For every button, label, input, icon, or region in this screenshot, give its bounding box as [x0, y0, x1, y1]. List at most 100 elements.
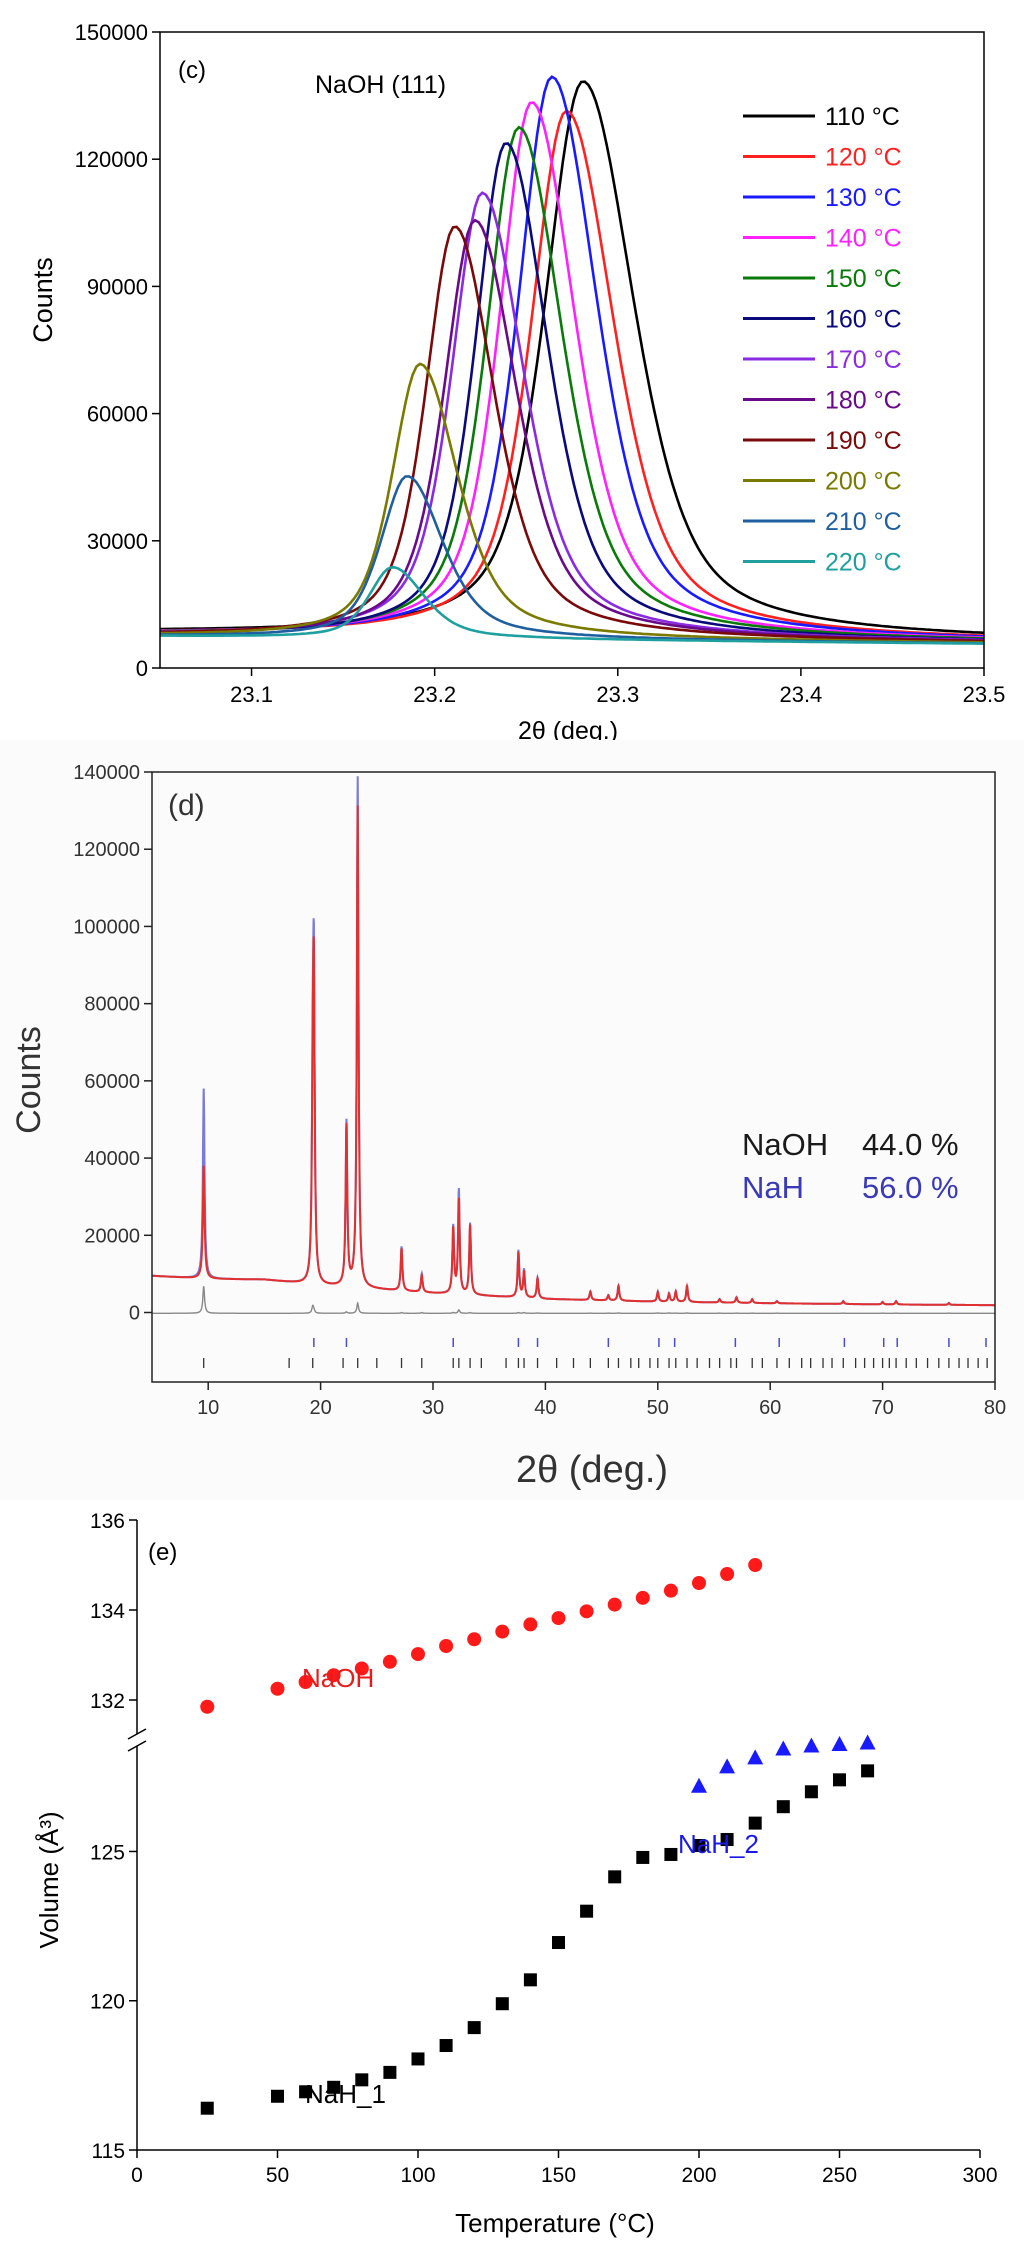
- e-point-naoh: [523, 1617, 538, 1632]
- e-point-nah-2: [691, 1777, 707, 1793]
- c-legend: 110 °C 120 °C 130 °C 140 °C 150 °C 160 °C 170 …: [743, 103, 902, 577]
- panel-d: 10 20 30 40 50 60 70 80 0 20000 40000 60000 80000 100…: [0, 740, 1024, 1500]
- e-series-label-nah-1: NaH_1: [305, 2079, 386, 2109]
- e-y-tick-label-upper: 136: [90, 1510, 125, 1533]
- e-point-naoh: [439, 1639, 454, 1653]
- c-axes-group: 23.1 23.2 23.3 23.4 23.5 0 30000 60000 90000 1200…: [75, 20, 1006, 707]
- e-point-nah-1: [200, 2101, 214, 2115]
- e-point-nah-2: [775, 1740, 792, 1756]
- e-point-nah-1: [776, 1800, 790, 1814]
- c-plot-frame: [159, 31, 985, 669]
- e-point-nah-1: [383, 2065, 397, 2079]
- e-point-naoh: [720, 1567, 735, 1581]
- e-y-tick-label-lower: 115: [92, 2140, 125, 2163]
- e-axes-group: 0 50 100 150 200 250 300 132 134 136 115 120 125: [90, 1510, 998, 2187]
- c-y-axis-label: Counts: [28, 257, 58, 343]
- e-point-naoh: [270, 1681, 285, 1696]
- e-point-nah-1: [271, 2089, 284, 2103]
- e-points-group: [200, 1558, 876, 2115]
- e-point-nah-1: [580, 1904, 594, 1918]
- c-legend-label-160: 160 °C: [825, 306, 902, 334]
- e-series-label-nah-2: NaH_2: [678, 1829, 759, 1859]
- e-point-nah-1: [552, 1936, 565, 1950]
- c-x-axis-label: 2θ (deg.): [518, 717, 618, 740]
- d-y-tick-label: 120000: [73, 839, 140, 861]
- e-point-naoh: [607, 1597, 622, 1612]
- d-y-tick-label: 80000: [84, 994, 140, 1016]
- d-y-tick-label: 0: [129, 1303, 140, 1325]
- e-point-naoh: [692, 1576, 706, 1590]
- e-point-nah-1: [804, 1785, 818, 1799]
- c-x-tick-label: 23.5: [963, 682, 1006, 707]
- d-difference-line: [152, 1286, 995, 1314]
- c-x-tick-label: 23.1: [230, 682, 273, 707]
- d-legend-nah-value: 56.0 %: [862, 1170, 959, 1205]
- e-y-axis-label: Volume (Å³): [34, 1811, 64, 1948]
- d-x-tick-label: 40: [534, 1397, 556, 1419]
- c-legend-label-120: 120 °C: [825, 144, 902, 172]
- e-point-naoh: [326, 1668, 341, 1683]
- d-panel-label: (d): [168, 789, 205, 822]
- c-peak-annotation: NaOH (111): [315, 71, 446, 99]
- c-y-tick-label: 30000: [87, 529, 148, 554]
- c-y-tick-label: 0: [136, 656, 148, 681]
- c-legend-label-110: 110 °C: [825, 103, 900, 131]
- d-y-axis-label: Counts: [10, 1026, 48, 1134]
- c-legend-label-130: 130 °C: [825, 184, 902, 212]
- c-x-tick-label: 23.4: [779, 682, 822, 707]
- c-series-220-line: [160, 565, 985, 645]
- c-y-tick-label: 150000: [75, 20, 148, 45]
- e-point-nah-1: [327, 2080, 341, 2094]
- c-legend-label-190: 190 °C: [825, 427, 902, 455]
- e-point-nah-1: [748, 1816, 762, 1830]
- e-y-tick-label-upper: 134: [90, 1600, 125, 1623]
- d-y-tick-label: 140000: [73, 762, 140, 784]
- d-x-tick-label: 80: [984, 1397, 1006, 1419]
- panel-e: 0 50 100 150 200 250 300 132 134 136 115 120 125 (e)…: [0, 1500, 1024, 2242]
- e-x-axis-label: Temperature (°C): [455, 2208, 655, 2238]
- c-x-tick-label: 23.2: [413, 682, 456, 707]
- e-point-nah-1: [833, 1773, 846, 1787]
- e-point-naoh: [200, 1699, 215, 1714]
- d-x-tick-label: 30: [422, 1397, 444, 1419]
- panel-c: 23.1 23.2 23.3 23.4 23.5 0 30000 60000 90000 1200…: [0, 0, 1024, 740]
- c-y-tick-label: 60000: [87, 402, 148, 427]
- e-point-nah-1: [720, 1833, 734, 1847]
- e-x-tick-label: 200: [681, 2164, 716, 2187]
- e-x-tick-label: 100: [400, 2164, 435, 2187]
- e-point-naoh: [635, 1590, 650, 1605]
- e-point-nah-2: [859, 1734, 876, 1750]
- c-legend-label-170: 170 °C: [825, 346, 902, 374]
- e-point-naoh: [298, 1675, 313, 1689]
- d-legend-nah-phase: NaH: [742, 1170, 804, 1205]
- d-phase-legend: NaOH 44.0 % NaH 56.0 %: [742, 1127, 959, 1205]
- e-x-tick-label: 0: [131, 2164, 143, 2187]
- c-x-tick-label: 23.3: [596, 682, 639, 707]
- chart-c: 23.1 23.2 23.3 23.4 23.5 0 30000 60000 90000 1200…: [28, 20, 1006, 740]
- c-legend-label-150: 150 °C: [825, 265, 902, 293]
- e-y-tick-label-upper: 132: [90, 1690, 125, 1713]
- e-point-nah-2: [803, 1737, 820, 1753]
- c-panel-label: (c): [178, 57, 206, 84]
- d-y-tick-label: 20000: [84, 1225, 140, 1247]
- e-point-naoh: [354, 1661, 369, 1676]
- e-panel-label: (e): [148, 1539, 177, 1566]
- e-point-nah-1: [411, 2052, 425, 2066]
- e-point-naoh: [551, 1611, 566, 1626]
- e-point-nah-1: [439, 2039, 453, 2053]
- d-y-tick-label: 60000: [84, 1071, 140, 1093]
- e-point-nah-1: [495, 1997, 509, 2011]
- e-point-nah-2: [719, 1758, 736, 1774]
- e-point-nah-1: [861, 1764, 875, 1778]
- d-x-tick-label: 10: [197, 1397, 219, 1419]
- e-point-nah-1: [664, 1847, 678, 1861]
- e-point-nah-1: [523, 1973, 537, 1987]
- d-reflection-ticks: [203, 1338, 988, 1368]
- chart-d: 10 20 30 40 50 60 70 80 0 20000 40000 60000 80000 100…: [10, 762, 1006, 1491]
- e-point-naoh: [579, 1604, 594, 1619]
- c-legend-label-200: 200 °C: [825, 468, 902, 496]
- c-curves-group: [159, 75, 985, 645]
- d-plot-frame: [151, 771, 996, 1383]
- e-point-nah-1: [467, 2021, 481, 2035]
- d-x-tick-label: 20: [309, 1397, 331, 1419]
